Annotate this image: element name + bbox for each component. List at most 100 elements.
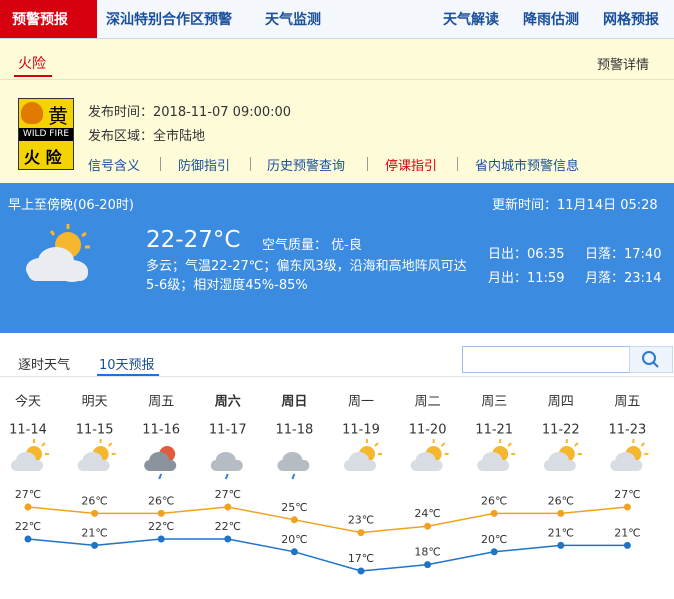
date-label: 11-18: [276, 423, 314, 438]
period: 早上至傍晚(06-20时): [8, 198, 134, 213]
day-label: 明天: [82, 395, 108, 410]
weather-icon: [543, 439, 582, 471]
temp-point: [157, 535, 165, 543]
sun-ray: [41, 442, 46, 447]
temp-label: 27℃: [215, 488, 241, 501]
temp-label: 22℃: [215, 520, 241, 533]
temp-point: [24, 503, 32, 511]
sep: [367, 157, 368, 171]
cloud: [277, 460, 310, 471]
rain-drop: [291, 473, 296, 480]
sep: [160, 157, 161, 171]
sun-ray: [107, 442, 113, 447]
warning-tab[interactable]: 火险: [18, 56, 46, 72]
weather-icon: [277, 452, 310, 480]
search-handle: [652, 361, 659, 368]
temp-label: 22℃: [148, 520, 174, 533]
temp-label: 27℃: [15, 488, 41, 501]
nav-active[interactable]: 预警预报: [12, 12, 68, 28]
today-icon: [26, 224, 90, 282]
update-time: 更新时间：11月14日 05:28: [492, 198, 658, 213]
weather-icon: [77, 439, 116, 471]
temp-point: [357, 567, 365, 575]
date-label: 11-23: [609, 423, 647, 438]
temp-point: [490, 509, 498, 517]
date-label: 11-22: [542, 423, 580, 438]
temp-label: 21℃: [81, 526, 107, 539]
temp-point: [623, 503, 631, 511]
temp-label: 20℃: [281, 533, 307, 546]
temp-point: [224, 503, 232, 511]
day-label: 周五: [148, 395, 174, 410]
temp-label: 26℃: [148, 494, 174, 507]
date-label: 11-21: [475, 423, 513, 438]
temp-point: [424, 561, 432, 569]
temp-label: 17℃: [348, 552, 374, 565]
temp-point: [224, 535, 232, 543]
date-label: 11-14: [9, 423, 47, 438]
icon-level: 黄: [48, 104, 68, 128]
search-input[interactable]: [462, 346, 630, 373]
forecast-chart: 今天 11-14 明天 11-15 周五 11-16 周六 11-17 周日 11-18 周一 11-…: [9, 394, 649, 575]
temp-label: 26℃: [81, 494, 107, 507]
weather-icon: [144, 446, 177, 480]
today-panel: 早上至傍晚(06-20时) 更新时间：11月14日 05:28 22-27°C …: [0, 183, 674, 333]
link[interactable]: 防御指引: [178, 159, 231, 174]
day-label: 周日: [281, 395, 307, 410]
air-quality: 空气质量： 优-良: [262, 238, 362, 253]
cloud: [210, 460, 243, 471]
publish-area: 发布区域：全市陆地: [88, 129, 206, 144]
link[interactable]: 历史预警查询: [267, 159, 346, 174]
rain-drop: [224, 473, 229, 480]
temp-point: [24, 535, 32, 543]
sun-ray: [440, 442, 446, 447]
weather-icon: [210, 452, 243, 480]
nav-item[interactable]: 网格预报: [603, 12, 659, 28]
temp-point: [557, 541, 565, 549]
warning-panel: 火险 预警详情 黄 WILD FIRE 火 险 发布时间：2018-11-07 …: [0, 39, 674, 183]
active-tab[interactable]: [0, 0, 97, 38]
day-label: 周一: [348, 395, 374, 410]
temp-label: 25℃: [281, 501, 307, 514]
temp-point: [557, 509, 565, 517]
sun-ray: [374, 442, 379, 447]
tab-underline: [97, 374, 159, 376]
icon-english: WILD FIRE: [19, 128, 73, 141]
hourly-tab[interactable]: 逐时天气: [18, 358, 71, 373]
cloud: [11, 460, 43, 471]
sun-ray: [574, 442, 579, 447]
weather-icon: [410, 439, 449, 471]
cloud: [144, 460, 177, 471]
nav-item[interactable]: 天气解读: [443, 12, 499, 28]
top-nav: 预警预报 深汕特别合作区预警 天气监测 天气解读 降雨估测 网格预报: [0, 0, 674, 39]
nav-item[interactable]: 天气监测: [265, 12, 321, 28]
temp-point: [91, 541, 99, 549]
sep: [457, 157, 458, 171]
button-bg: [629, 346, 673, 373]
temp-label: 24℃: [414, 507, 440, 520]
cloud: [610, 460, 643, 471]
temp-point: [623, 541, 631, 549]
detail-link[interactable]: 预警详情: [597, 58, 650, 73]
icon-name: 火 险: [24, 148, 62, 167]
search-button[interactable]: [629, 346, 673, 373]
link[interactable]: 省内城市预警信息: [475, 159, 580, 174]
sunset: 日落：17:40: [585, 247, 662, 262]
day-label: 周五: [614, 395, 640, 410]
day-label: 今天: [15, 394, 41, 410]
ten-day-tab[interactable]: 10天预报: [99, 358, 155, 373]
nav-item[interactable]: 降雨估测: [523, 12, 579, 28]
cloud: [77, 460, 110, 471]
link[interactable]: 停课指引: [385, 159, 438, 174]
link[interactable]: 信号含义: [88, 159, 141, 174]
temp-label: 21℃: [548, 526, 574, 539]
flame: [21, 102, 43, 124]
nav-item[interactable]: 深汕特别合作区预警: [106, 12, 232, 28]
sun-ray: [640, 442, 646, 447]
temp-point: [157, 509, 165, 517]
temp-range: 22-27°C: [146, 227, 241, 253]
search-glass: [642, 351, 656, 365]
description: 多云；气温22-27℃；偏东风3级，沿海和高地阵风可达5-6级；相对湿度45%-…: [146, 259, 467, 293]
day-label: 周四: [548, 395, 574, 410]
